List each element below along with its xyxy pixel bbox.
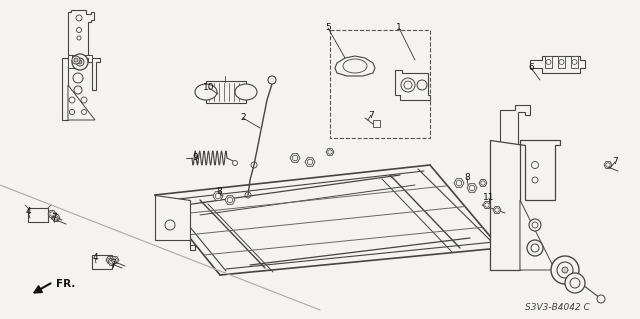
Polygon shape xyxy=(467,184,477,192)
Ellipse shape xyxy=(570,278,580,288)
Ellipse shape xyxy=(72,54,88,70)
Text: S3V3-B4042 C: S3V3-B4042 C xyxy=(525,303,590,313)
Bar xyxy=(571,56,578,68)
Text: 2: 2 xyxy=(240,114,246,122)
Polygon shape xyxy=(155,195,195,250)
Polygon shape xyxy=(483,202,491,208)
Polygon shape xyxy=(530,56,585,73)
Ellipse shape xyxy=(328,150,332,154)
Polygon shape xyxy=(225,196,235,204)
Ellipse shape xyxy=(113,258,117,262)
Ellipse shape xyxy=(565,273,585,293)
Ellipse shape xyxy=(76,58,84,66)
Polygon shape xyxy=(213,192,223,200)
Ellipse shape xyxy=(50,212,54,216)
Polygon shape xyxy=(454,179,464,187)
Ellipse shape xyxy=(401,78,415,92)
Ellipse shape xyxy=(110,260,114,264)
Polygon shape xyxy=(106,256,114,263)
Text: 7: 7 xyxy=(51,213,57,222)
Ellipse shape xyxy=(495,208,499,212)
Ellipse shape xyxy=(481,181,485,185)
Polygon shape xyxy=(500,105,530,150)
Ellipse shape xyxy=(532,222,538,228)
Polygon shape xyxy=(68,55,92,68)
Ellipse shape xyxy=(562,267,568,273)
Text: 9: 9 xyxy=(192,153,198,162)
Ellipse shape xyxy=(78,60,82,64)
Ellipse shape xyxy=(404,81,412,89)
Polygon shape xyxy=(479,180,487,187)
Ellipse shape xyxy=(597,295,605,303)
Ellipse shape xyxy=(108,258,112,262)
Polygon shape xyxy=(604,161,612,168)
Text: 10: 10 xyxy=(204,84,215,93)
Bar xyxy=(28,208,48,222)
Ellipse shape xyxy=(195,84,217,100)
Ellipse shape xyxy=(551,256,579,284)
Bar xyxy=(92,255,112,269)
Ellipse shape xyxy=(235,84,257,100)
Ellipse shape xyxy=(456,180,461,186)
Polygon shape xyxy=(68,85,95,120)
Polygon shape xyxy=(68,10,94,58)
Text: 7: 7 xyxy=(612,158,618,167)
Text: FR.: FR. xyxy=(56,279,76,289)
Ellipse shape xyxy=(54,216,58,220)
Polygon shape xyxy=(48,211,56,218)
Ellipse shape xyxy=(606,163,610,167)
Ellipse shape xyxy=(531,244,539,252)
Text: 1: 1 xyxy=(396,24,402,33)
Ellipse shape xyxy=(215,193,221,199)
Polygon shape xyxy=(108,258,116,265)
Bar xyxy=(373,120,380,127)
Polygon shape xyxy=(490,140,560,270)
Ellipse shape xyxy=(268,76,276,84)
Text: 11: 11 xyxy=(483,194,495,203)
Text: 8: 8 xyxy=(216,188,222,197)
Ellipse shape xyxy=(74,86,82,94)
Ellipse shape xyxy=(557,262,573,278)
Bar xyxy=(558,56,565,68)
Ellipse shape xyxy=(72,56,80,64)
Ellipse shape xyxy=(527,240,543,256)
Ellipse shape xyxy=(307,159,313,165)
Polygon shape xyxy=(493,206,501,213)
Text: 5: 5 xyxy=(325,24,331,33)
Ellipse shape xyxy=(74,58,78,62)
Ellipse shape xyxy=(52,214,56,218)
Ellipse shape xyxy=(292,155,298,161)
Ellipse shape xyxy=(546,60,551,64)
Polygon shape xyxy=(50,212,58,219)
Ellipse shape xyxy=(529,219,541,231)
Polygon shape xyxy=(52,215,60,221)
Polygon shape xyxy=(62,58,100,120)
Text: 4: 4 xyxy=(25,207,31,217)
Polygon shape xyxy=(326,149,334,155)
Text: 6: 6 xyxy=(528,63,534,72)
Ellipse shape xyxy=(227,197,233,203)
Text: 8: 8 xyxy=(464,174,470,182)
Ellipse shape xyxy=(559,60,564,64)
Ellipse shape xyxy=(485,203,489,207)
Text: 7: 7 xyxy=(368,110,374,120)
Polygon shape xyxy=(395,70,430,100)
Ellipse shape xyxy=(469,185,475,191)
Bar xyxy=(206,81,246,103)
Text: 7: 7 xyxy=(110,258,116,268)
Bar xyxy=(545,56,552,68)
Polygon shape xyxy=(520,200,555,270)
Ellipse shape xyxy=(73,73,83,83)
Text: 4: 4 xyxy=(92,254,98,263)
Polygon shape xyxy=(111,256,119,263)
Ellipse shape xyxy=(165,220,175,230)
Polygon shape xyxy=(335,56,375,76)
Ellipse shape xyxy=(572,60,577,64)
Polygon shape xyxy=(290,154,300,162)
Polygon shape xyxy=(305,158,315,166)
Ellipse shape xyxy=(343,59,367,73)
Ellipse shape xyxy=(417,80,427,90)
